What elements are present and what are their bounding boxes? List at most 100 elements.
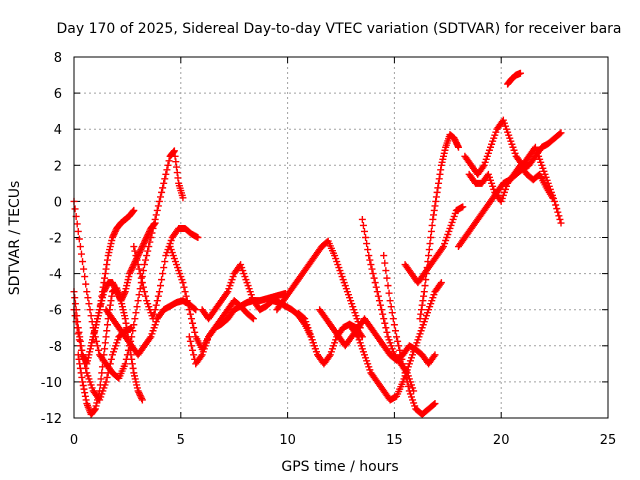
data-point <box>388 309 396 317</box>
data-point <box>171 152 179 160</box>
data-point <box>103 321 111 329</box>
data-point <box>157 193 165 201</box>
data-point <box>436 280 444 288</box>
chart-title: Day 170 of 2025, Sidereal Day-to-day VTE… <box>56 21 621 37</box>
data-point <box>556 130 564 138</box>
data-point <box>381 259 389 267</box>
data-point <box>398 355 406 363</box>
data-point <box>140 261 148 269</box>
data-point <box>386 297 394 305</box>
data-point <box>159 184 167 192</box>
data-point <box>419 297 427 305</box>
data-point <box>158 276 166 284</box>
data-point <box>359 221 367 229</box>
data-point <box>556 215 564 223</box>
data-point <box>396 346 404 354</box>
data-point <box>82 280 90 288</box>
data-point <box>170 147 178 155</box>
data-point <box>82 396 90 404</box>
data-point <box>101 345 109 353</box>
data-point <box>152 211 160 219</box>
data-point <box>163 166 171 174</box>
data-point <box>423 264 431 272</box>
data-point <box>102 333 110 341</box>
data-point <box>73 324 81 332</box>
data-point <box>76 360 84 368</box>
data-point <box>87 312 95 320</box>
data-point <box>127 351 135 359</box>
data-point <box>180 283 188 291</box>
data-point <box>73 220 81 228</box>
data-point <box>418 301 426 309</box>
x-tick-label: 10 <box>279 433 296 448</box>
data-point <box>132 252 140 260</box>
y-tick-label: 6 <box>54 87 62 102</box>
data-point <box>76 342 84 350</box>
data-point <box>390 321 398 329</box>
data-point <box>121 289 129 297</box>
data-point <box>138 279 146 287</box>
data-point <box>170 148 178 156</box>
data-point <box>136 285 144 293</box>
data-point <box>81 392 89 400</box>
y-tick-label: -6 <box>49 304 62 319</box>
y-tick-label: -10 <box>41 376 62 391</box>
data-point <box>132 309 140 317</box>
data-point <box>123 324 131 332</box>
data-point <box>83 288 91 296</box>
data-point <box>133 303 141 311</box>
data-point <box>427 227 435 235</box>
data-point <box>151 219 159 227</box>
data-point <box>101 339 109 347</box>
data-point <box>429 215 437 223</box>
x-tick-label: 25 <box>600 433 617 448</box>
data-point <box>142 292 150 300</box>
data-point <box>76 364 84 372</box>
data-point <box>151 306 159 314</box>
data-point <box>144 247 152 255</box>
data-point <box>378 306 386 314</box>
data-point <box>76 243 84 251</box>
data-point <box>162 170 170 178</box>
data-point <box>134 261 142 269</box>
data-point <box>395 342 403 350</box>
data-point <box>75 328 83 336</box>
data-point <box>152 301 160 309</box>
data-point <box>91 406 99 414</box>
data-point <box>99 357 107 365</box>
data-point <box>182 292 190 300</box>
data-point <box>434 184 442 192</box>
data-point <box>105 364 113 372</box>
data-point <box>102 378 110 386</box>
data-point <box>363 240 371 248</box>
data-point <box>100 351 108 359</box>
data-point <box>436 170 444 178</box>
data-point <box>194 234 202 241</box>
data-point <box>149 315 157 323</box>
data-point <box>371 279 379 287</box>
data-point <box>437 166 445 174</box>
data-point <box>364 246 372 254</box>
data-point <box>402 373 410 381</box>
data-point <box>479 163 487 171</box>
data-point <box>362 234 370 241</box>
data-point <box>135 291 143 299</box>
data-point <box>137 274 145 282</box>
data-point <box>108 292 116 300</box>
data-point <box>454 143 462 151</box>
data-point <box>191 305 199 313</box>
data-point <box>382 324 390 332</box>
data-point <box>367 261 375 269</box>
data-point <box>190 324 198 332</box>
data-point <box>81 273 89 281</box>
data-point <box>150 220 158 228</box>
data-point <box>404 382 412 390</box>
x-axis-label: GPS time / hours <box>281 459 398 475</box>
y-axis-label: SDTVAR / TECUs <box>7 181 23 296</box>
data-point <box>80 265 88 273</box>
data-point <box>86 306 94 314</box>
data-point <box>420 288 428 296</box>
data-point <box>431 400 439 408</box>
data-point <box>77 369 85 377</box>
data-point <box>107 355 115 363</box>
